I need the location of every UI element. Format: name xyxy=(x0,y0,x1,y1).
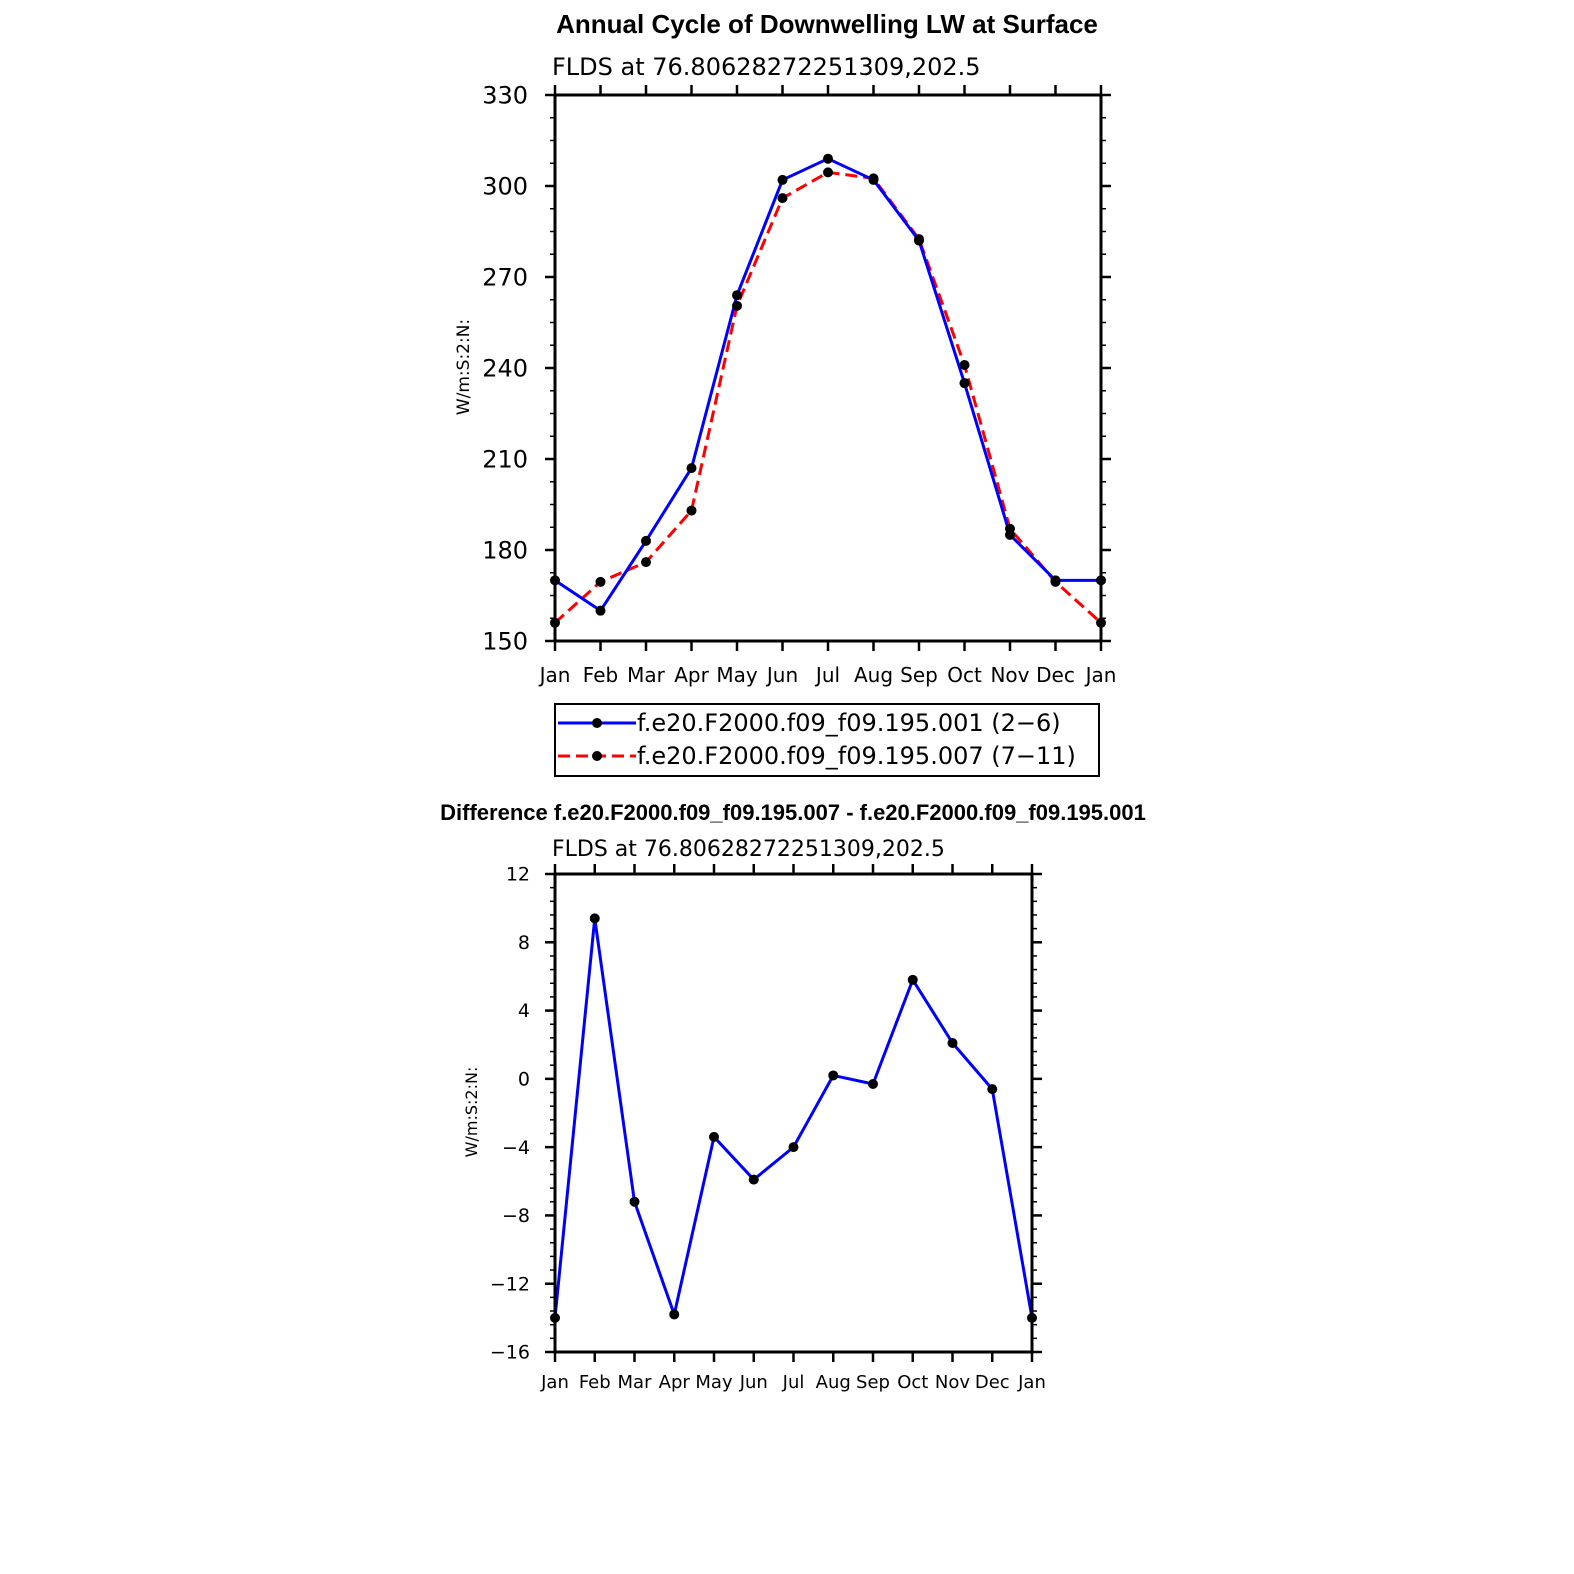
series-line xyxy=(554,157,1101,613)
x-tick-label: Sep xyxy=(900,663,938,687)
data-point xyxy=(959,359,970,370)
data-point xyxy=(732,290,742,301)
x-tick-label: Feb xyxy=(579,1372,611,1393)
y-tick-label: 210 xyxy=(482,445,528,473)
series-line xyxy=(553,916,1034,1319)
x-tick-label: Aug xyxy=(816,1372,851,1393)
data-point xyxy=(823,167,833,178)
chart-title: Difference f.e20.F2000.f09_f09.195.007 -… xyxy=(440,800,1146,825)
data-point xyxy=(669,1309,680,1320)
data-point xyxy=(641,557,651,568)
data-point xyxy=(589,913,600,924)
x-tick-label: Nov xyxy=(935,1372,970,1393)
y-tick-label: 330 xyxy=(482,81,528,109)
x-tick-label: Dec xyxy=(1036,663,1075,687)
data-point xyxy=(914,234,924,245)
x-tick-label: Sep xyxy=(856,1372,890,1393)
data-point xyxy=(777,174,788,185)
data-point xyxy=(959,378,970,389)
series-lines xyxy=(550,913,1037,1323)
legend-marker xyxy=(592,718,602,728)
y-tick-label: −12 xyxy=(490,1273,530,1295)
x-tick-label: Jun xyxy=(739,1372,768,1393)
y-tick-label: 180 xyxy=(482,536,528,564)
data-point xyxy=(907,974,918,985)
x-tick-label: May xyxy=(716,663,758,687)
y-tick-label: 0 xyxy=(518,1069,530,1091)
legend-box xyxy=(554,703,1100,777)
x-tick-label: Jul xyxy=(814,663,840,687)
data-point xyxy=(686,505,697,516)
legend-item: f.e20.F2000.f09_f09.195.001 (2−6) xyxy=(558,709,1061,737)
x-tick-label: Jan xyxy=(1017,1372,1046,1393)
data-point xyxy=(732,300,742,311)
x-tick-label: Jan xyxy=(1084,663,1117,687)
x-tick-label: Nov xyxy=(990,663,1029,687)
legend-marker xyxy=(592,751,602,761)
x-tick-label: Mar xyxy=(618,1372,653,1393)
difference-chart: Difference f.e20.F2000.f09_f09.195.007 -… xyxy=(440,800,1146,1393)
data-point xyxy=(788,1142,799,1153)
plot-frame xyxy=(553,872,1034,1354)
data-point xyxy=(686,463,697,474)
legend-item: f.e20.F2000.f09_f09.195.007 (7−11) xyxy=(558,742,1076,770)
data-point xyxy=(1050,576,1061,587)
data-point xyxy=(595,576,606,587)
y-axis-label: W/m:S:2:N: xyxy=(454,319,474,415)
data-point xyxy=(823,153,833,164)
x-tick-label: Dec xyxy=(975,1372,1010,1393)
y-tick-label: 300 xyxy=(482,172,528,200)
y-tick-label: −8 xyxy=(502,1205,530,1227)
x-tick-label: Apr xyxy=(659,1372,691,1393)
legend-label: f.e20.F2000.f09_f09.195.007 (7−11) xyxy=(637,742,1076,770)
data-point xyxy=(595,605,606,616)
series-lines xyxy=(550,153,1106,628)
data-point xyxy=(709,1131,719,1142)
x-tick-label: May xyxy=(695,1372,733,1393)
data-point xyxy=(868,173,879,184)
chart-subtitle: FLDS at 76.80628272251309,202.5 xyxy=(552,837,945,862)
legend-label: f.e20.F2000.f09_f09.195.001 (2−6) xyxy=(637,709,1061,737)
x-tick-label: Jan xyxy=(538,663,571,687)
data-point xyxy=(777,193,788,204)
data-point xyxy=(947,1038,958,1049)
x-tick-label: Mar xyxy=(627,663,666,687)
x-tick-label: Aug xyxy=(854,663,893,687)
y-tick-label: −4 xyxy=(502,1137,530,1159)
plot-frame xyxy=(553,93,1103,643)
data-point xyxy=(641,535,651,546)
y-axis-label: W/m:S:2:N: xyxy=(462,1067,481,1158)
x-tick-label: Jul xyxy=(782,1372,805,1393)
y-tick-label: 240 xyxy=(482,354,528,382)
x-tick-label: Jan xyxy=(540,1372,569,1393)
data-point xyxy=(748,1174,759,1185)
y-tick-label: 270 xyxy=(482,263,528,291)
data-point xyxy=(1005,523,1015,534)
data-point xyxy=(868,1078,878,1089)
legend: f.e20.F2000.f09_f09.195.001 (2−6) f.e20.… xyxy=(554,703,1100,777)
y-tick-label: 12 xyxy=(506,864,530,886)
y-tick-label: −16 xyxy=(490,1342,530,1364)
x-tick-label: Feb xyxy=(583,663,618,687)
annual-cycle-chart: Annual Cycle of Downwelling LW at Surfac… xyxy=(454,9,1116,777)
y-tick-label: 150 xyxy=(482,627,528,655)
axes: Jan Feb Mar Apr May Jun Jul Aug Sep Oct Nov Dec Jan 1… xyxy=(482,81,1116,687)
chart-subtitle: FLDS at 76.80628272251309,202.5 xyxy=(552,53,981,81)
data-point xyxy=(987,1084,998,1095)
axes: Jan Feb Mar Apr May Jun Jul Aug Sep Oct Nov Dec Jan−… xyxy=(490,864,1046,1393)
data-point xyxy=(828,1070,839,1081)
y-tick-label: 8 xyxy=(518,932,530,954)
chart-title: Annual Cycle of Downwelling LW at Surfac… xyxy=(556,9,1098,39)
data-point xyxy=(629,1196,640,1207)
x-tick-label: Apr xyxy=(674,663,709,687)
x-tick-label: Jun xyxy=(765,663,798,687)
y-tick-label: 4 xyxy=(518,1000,530,1022)
x-tick-label: Oct xyxy=(947,663,982,687)
x-tick-label: Oct xyxy=(897,1372,928,1393)
